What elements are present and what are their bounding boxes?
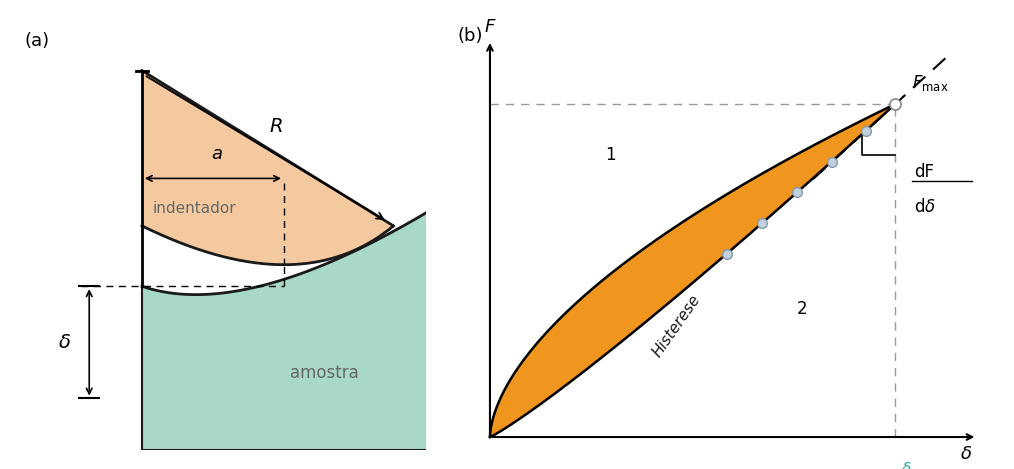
Text: d$\delta$: d$\delta$	[915, 198, 936, 216]
Text: R: R	[269, 117, 283, 136]
Text: indentador: indentador	[153, 201, 236, 216]
Text: 1: 1	[605, 146, 615, 164]
Polygon shape	[490, 104, 895, 437]
Text: δ: δ	[59, 333, 71, 352]
Text: dF: dF	[915, 163, 934, 181]
Polygon shape	[142, 70, 393, 265]
Text: amostra: amostra	[290, 363, 359, 382]
Text: $F_{\rm max}$: $F_{\rm max}$	[912, 73, 948, 93]
Polygon shape	[142, 213, 426, 450]
Text: F: F	[485, 18, 495, 36]
Text: (b): (b)	[457, 27, 483, 45]
Text: (a): (a)	[24, 32, 50, 50]
Text: Histerese: Histerese	[649, 292, 703, 360]
Text: $\delta_{\rm max}$: $\delta_{\rm max}$	[900, 461, 935, 469]
Text: δ: δ	[961, 445, 971, 463]
Text: a: a	[212, 145, 222, 163]
Text: 2: 2	[797, 300, 807, 318]
